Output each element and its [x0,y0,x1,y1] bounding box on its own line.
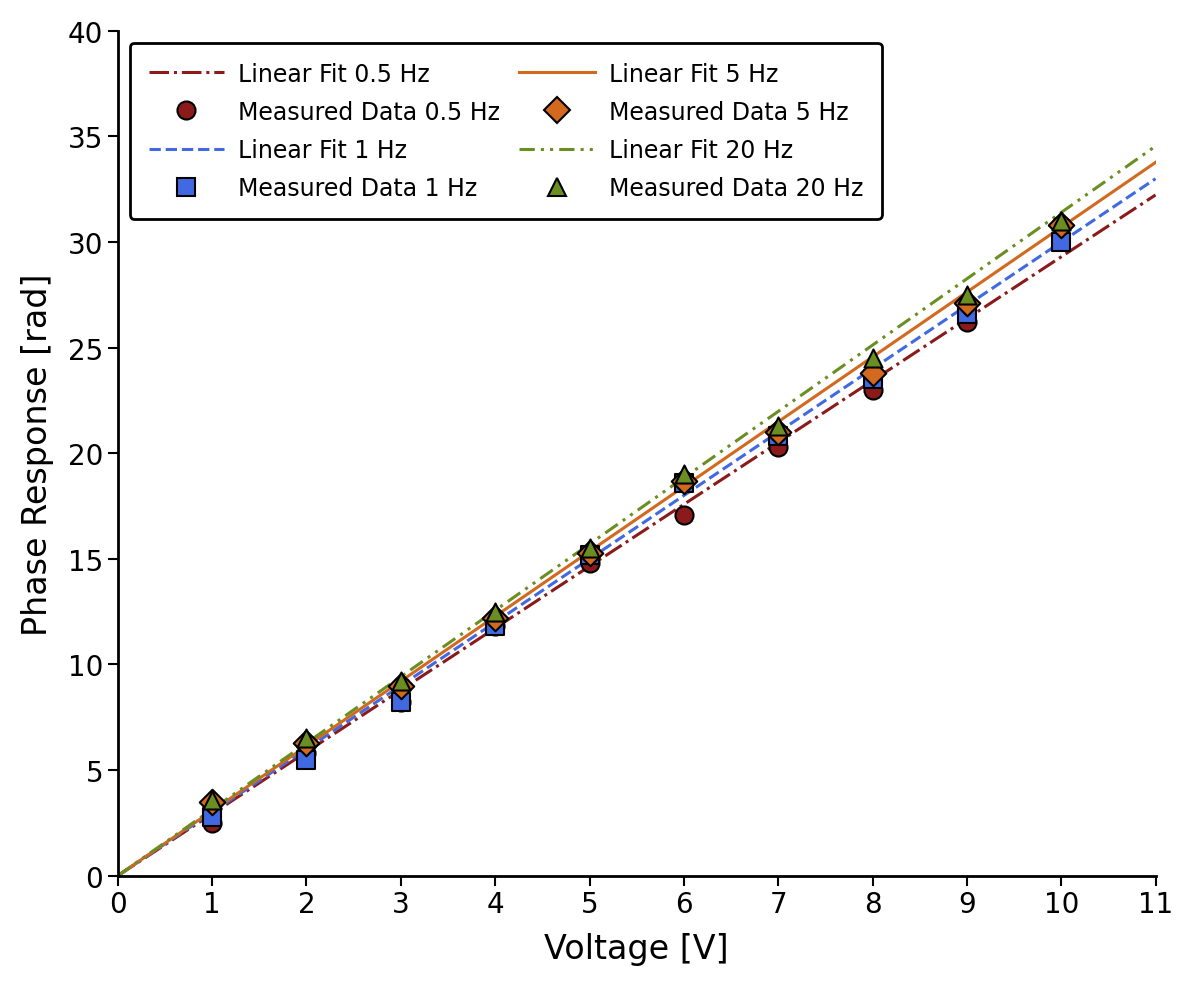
Point [486,604,505,620]
Point [580,547,599,563]
Point [203,809,222,824]
Point [1052,214,1071,230]
Y-axis label: Phase Response [rad]: Phase Response [rad] [20,273,54,635]
Point [863,372,882,387]
Point [958,307,977,322]
Point [392,673,411,689]
Point [958,288,977,304]
Point [958,296,977,312]
Legend: Linear Fit 0.5 Hz, Measured Data 0.5 Hz, Linear Fit 1 Hz, Measured Data 1 Hz, Li: Linear Fit 0.5 Hz, Measured Data 0.5 Hz,… [130,43,882,220]
Point [863,383,882,398]
Point [297,731,316,746]
Point [675,475,694,491]
Point [1052,218,1071,234]
Point [486,619,505,635]
Point [675,473,694,489]
Point [297,735,316,750]
Point [392,695,411,711]
Point [769,425,788,441]
Point [392,678,411,694]
Point [1052,218,1071,234]
Point [486,619,505,635]
Point [675,467,694,483]
Point [392,695,411,711]
Point [580,556,599,572]
Point [203,815,222,831]
Point [203,792,222,808]
Point [769,418,788,434]
Point [769,429,788,445]
Point [958,316,977,331]
Point [863,366,882,382]
Point [675,507,694,523]
Point [203,794,222,810]
Point [297,745,316,761]
Point [580,545,599,561]
Point [580,541,599,557]
Point [769,440,788,456]
Point [486,610,505,626]
Point [863,351,882,367]
Point [297,752,316,768]
X-axis label: Voltage [V]: Voltage [V] [544,932,730,965]
Point [1052,235,1071,250]
